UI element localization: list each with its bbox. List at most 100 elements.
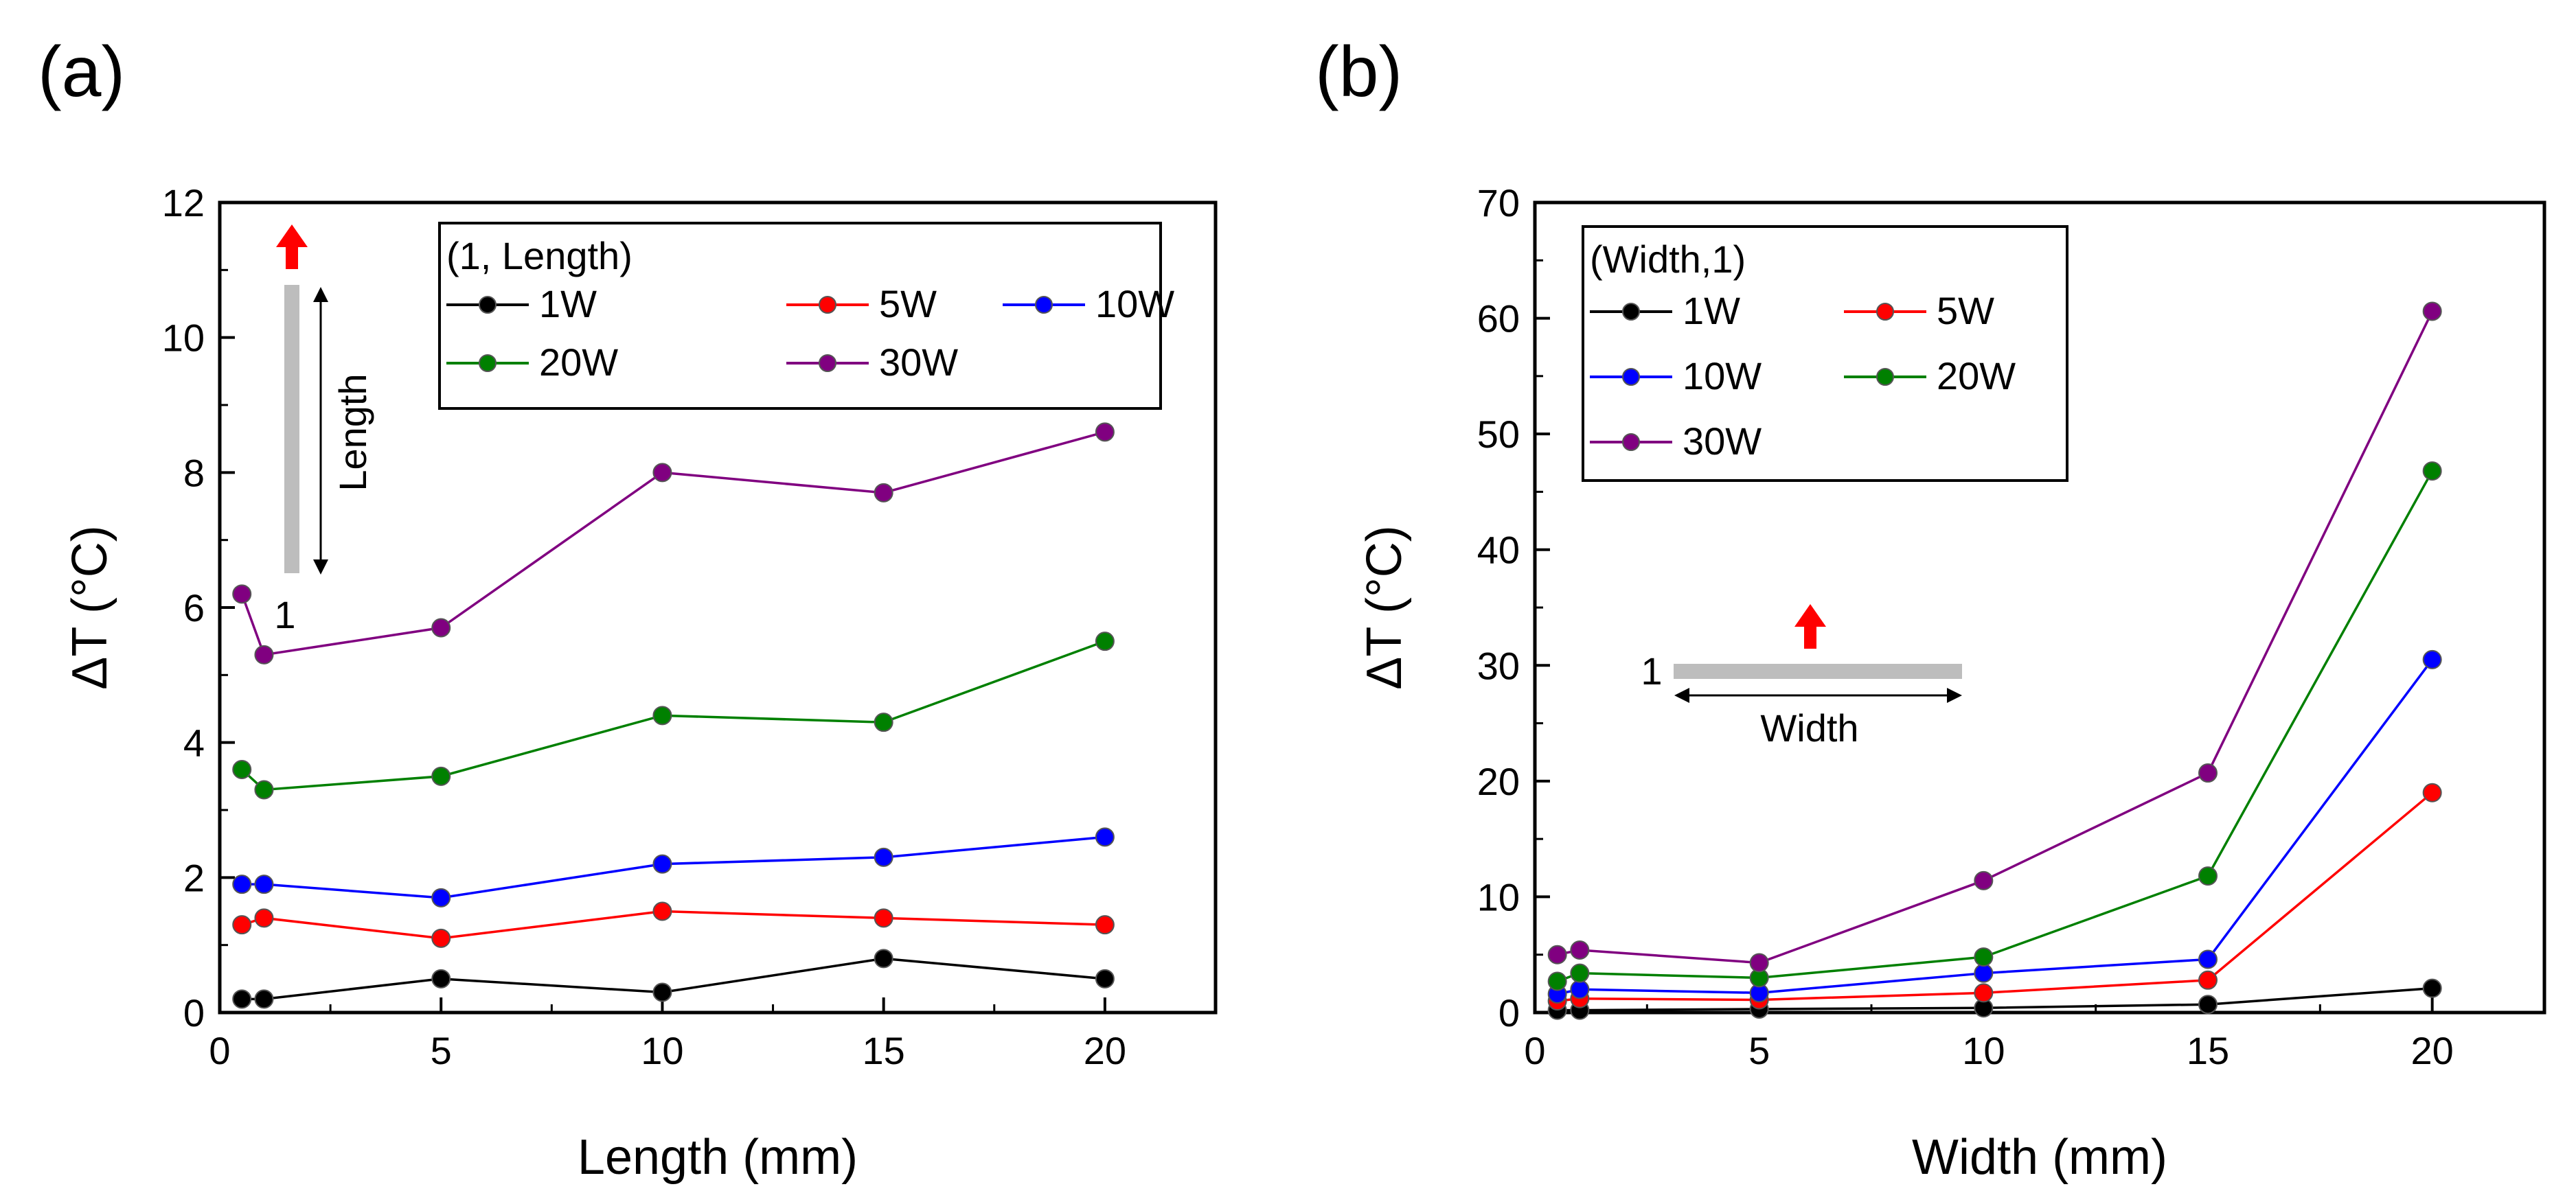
panel-a-legend: (1, Length) 1W 5W 10W 20W 30W — [438, 222, 1174, 410]
data-point-5W — [2422, 783, 2442, 802]
y-tick-label: 4 — [183, 721, 205, 765]
panel-a-inset: Length 1 — [274, 224, 374, 636]
y-tick-label: 70 — [1477, 181, 1520, 224]
panel-b-legend: (Width,1) 1W 5W 10W 20W 30W — [1582, 225, 2068, 482]
data-point-30W — [2422, 301, 2442, 321]
data-point-5W — [1095, 915, 1115, 935]
data-point-10W — [2422, 649, 2442, 669]
data-point-30W — [1095, 422, 1115, 442]
x-tick-label: 10 — [641, 1029, 683, 1072]
y-tick-label: 10 — [162, 316, 205, 360]
x-tick-label: 15 — [2187, 1029, 2229, 1072]
data-point-1W — [652, 982, 672, 1002]
legend-label-5W: 5W — [1937, 289, 1994, 332]
legend-marker-1W — [1622, 303, 1640, 321]
data-point-1W — [2422, 978, 2442, 998]
data-point-30W — [1570, 940, 1590, 960]
data-point-5W — [232, 915, 252, 935]
data-point-10W — [232, 875, 252, 894]
data-point-20W — [1570, 963, 1590, 983]
data-point-30W — [652, 463, 672, 483]
data-point-5W — [652, 901, 672, 921]
legend-marker-1W — [479, 296, 497, 314]
legend-marker-10W — [1035, 296, 1053, 314]
data-point-1W — [1095, 969, 1115, 989]
legend-label-30W: 30W — [879, 340, 958, 384]
data-point-30W — [431, 618, 451, 638]
data-point-5W — [2198, 970, 2218, 990]
series-line-10W — [242, 835, 1106, 899]
legend-marker-20W — [1876, 368, 1894, 386]
panel-b-inset-arrowhead-right-icon — [1947, 688, 1962, 703]
x-tick-label: 10 — [1962, 1029, 2005, 1072]
panel-b-inset: Width 1 — [1641, 604, 1962, 750]
panel-a-legend-entries: 1W 5W 10W 20W 30W — [446, 282, 1174, 384]
data-point-1W — [254, 989, 274, 1009]
panel-a-inset-up-arrow-icon — [276, 224, 308, 269]
x-tick-label: 0 — [209, 1029, 230, 1072]
data-point-20W — [1095, 632, 1115, 651]
panel-a-legend-title: (1, Length) — [446, 234, 632, 277]
y-tick-label: 2 — [183, 856, 205, 899]
y-tick-label: 20 — [1477, 760, 1520, 803]
legend-marker-5W — [819, 296, 836, 314]
data-point-20W — [2198, 866, 2218, 886]
panel-b-legend-box — [1582, 225, 2068, 482]
series-line-5W — [1557, 791, 2433, 1002]
panel-a-inset-arrowhead-top-icon — [313, 287, 328, 302]
y-tick-label: 8 — [183, 451, 205, 494]
data-point-20W — [652, 706, 672, 726]
panel-b-legend-title: (Width,1) — [1590, 238, 1746, 281]
legend-marker-20W — [479, 354, 497, 372]
data-point-10W — [1095, 827, 1115, 847]
data-point-10W — [652, 854, 672, 874]
data-point-20W — [254, 780, 274, 800]
x-tick-label: 0 — [1524, 1029, 1545, 1072]
x-tick-label: 20 — [2411, 1029, 2454, 1072]
data-point-10W — [1570, 980, 1590, 999]
series-line-20W — [1557, 470, 2434, 983]
data-point-20W — [232, 760, 252, 779]
panel-b-x-axis-label: Width (mm) — [1912, 1130, 2167, 1185]
data-point-1W — [874, 949, 893, 969]
data-point-20W — [1547, 971, 1567, 991]
data-point-30W — [1974, 870, 1994, 890]
data-point-30W — [1547, 945, 1567, 964]
data-point-30W — [254, 645, 274, 664]
series-line-30W — [240, 430, 1106, 656]
legend-label-1W: 1W — [1683, 289, 1740, 332]
x-tick-label: 5 — [1748, 1029, 1770, 1072]
y-tick-label: 0 — [1498, 991, 1520, 1035]
panel-b-y-axis-label: ΔT (°C) — [1357, 525, 1412, 690]
panel-b-label: (b) — [1315, 32, 1402, 112]
panel-a-inset-dimension-label: Length — [331, 373, 374, 491]
legend-marker-30W — [819, 354, 836, 372]
data-point-20W — [431, 766, 451, 786]
panel-b-inset-up-arrow-icon — [1794, 604, 1826, 649]
data-point-20W — [874, 713, 893, 732]
y-tick-label: 60 — [1477, 297, 1520, 340]
panel-a-y-axis-label: ΔT (°C) — [62, 525, 117, 690]
panel-a-legend-box — [438, 222, 1162, 410]
data-point-20W — [1974, 947, 1994, 967]
data-point-30W — [1749, 953, 1769, 973]
y-tick-label: 0 — [183, 991, 205, 1035]
data-point-30W — [874, 483, 893, 502]
data-point-20W — [2422, 461, 2442, 481]
panel-a-axes: 0 5 10 15 20 0 2 4 6 8 10 12 — [162, 181, 1126, 1072]
panel-a-inset-arrowhead-bottom-icon — [313, 559, 328, 575]
data-point-5W — [431, 928, 451, 948]
legend-marker-30W — [1622, 433, 1640, 451]
legend-label-20W: 20W — [1937, 354, 2016, 397]
data-point-5W — [254, 908, 274, 928]
data-point-30W — [232, 584, 252, 604]
y-tick-label: 30 — [1477, 644, 1520, 687]
panel-a-series — [232, 422, 1115, 1009]
x-tick-label: 20 — [1084, 1029, 1126, 1072]
legend-label-1W: 1W — [539, 282, 597, 325]
series-line-1W — [242, 957, 1106, 1001]
panel-a-x-axis-label: Length (mm) — [578, 1130, 858, 1185]
data-point-10W — [431, 888, 451, 908]
